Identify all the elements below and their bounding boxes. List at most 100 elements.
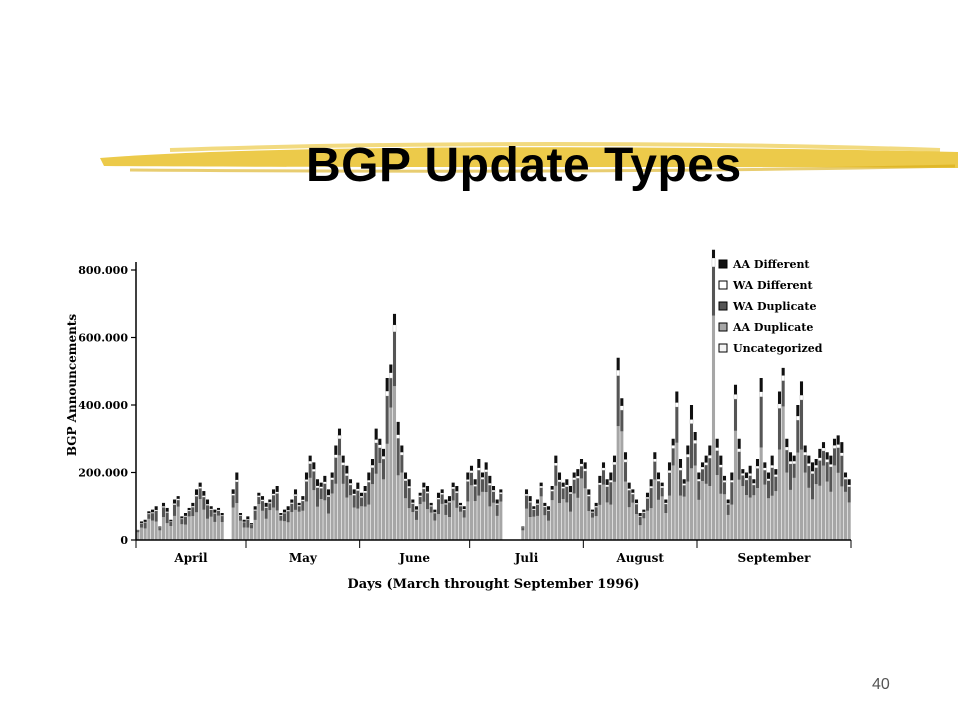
- bar-segment: [532, 508, 536, 510]
- bar-segment: [257, 495, 261, 498]
- bar-segment: [389, 364, 393, 373]
- bar-segment: [161, 502, 166, 507]
- bar-segment: [458, 502, 463, 506]
- bar-segment: [374, 428, 378, 440]
- bar-segment: [634, 504, 639, 515]
- bar-segment: [752, 495, 756, 540]
- bar-segment: [770, 495, 774, 540]
- bar-segment: [583, 471, 587, 489]
- bar-segment: [755, 459, 760, 467]
- bar-segment: [356, 490, 360, 509]
- bar-segment: [693, 432, 697, 441]
- bar-segment: [139, 523, 144, 528]
- bar-segment: [807, 465, 811, 488]
- bar-segment: [620, 410, 624, 432]
- bar-segment: [385, 395, 389, 444]
- bar-segment: [587, 489, 591, 495]
- bar-segment: [436, 492, 441, 498]
- bar-segment: [825, 459, 829, 463]
- bar-segment: [326, 495, 331, 497]
- bar-segment: [187, 516, 191, 540]
- bar-segment: [583, 462, 587, 469]
- bar-segment: [605, 479, 609, 485]
- bar-segment: [675, 402, 679, 408]
- bar-segment: [326, 489, 331, 496]
- bar-segment: [583, 488, 587, 540]
- bar-segment: [209, 508, 213, 510]
- legend-label: WA Duplicate: [732, 300, 817, 313]
- bar-segment: [524, 493, 529, 496]
- bar-segment: [352, 507, 356, 540]
- bar-segment: [645, 498, 650, 511]
- bar-segment: [330, 477, 334, 480]
- bar-segment: [414, 506, 419, 510]
- bar-segment: [667, 462, 672, 471]
- bar-segment: [374, 473, 378, 540]
- bar-segment: [686, 481, 690, 540]
- bar-segment: [172, 515, 177, 540]
- bar-segment: [422, 482, 426, 488]
- bar-segment: [733, 394, 738, 400]
- legend-swatch: [718, 259, 728, 269]
- month-label: April: [173, 551, 208, 565]
- bar-segment: [627, 488, 631, 491]
- bar-segment: [590, 511, 595, 513]
- bar-segment: [378, 463, 382, 540]
- bar-segment: [264, 507, 268, 519]
- bar-segment: [330, 493, 334, 540]
- bar-segment: [297, 502, 301, 506]
- bar-segment: [634, 514, 639, 540]
- bar-segment: [741, 473, 745, 476]
- bar-segment: [282, 521, 287, 540]
- bar-segment: [154, 509, 158, 512]
- bar-segment: [213, 512, 217, 514]
- bar-segment: [554, 465, 558, 486]
- bar-segment: [246, 518, 250, 520]
- bar-segment: [235, 479, 239, 483]
- bar-segment: [664, 504, 668, 514]
- bar-segment: [825, 462, 829, 482]
- bar-segment: [576, 475, 580, 479]
- bar-segment: [807, 463, 811, 467]
- bar-segment: [678, 495, 683, 540]
- bar-segment: [363, 490, 367, 493]
- bar-segment: [565, 484, 569, 487]
- bar-segment: [275, 493, 279, 511]
- y-tick-label: 0: [120, 534, 128, 547]
- bar-segment: [671, 448, 675, 466]
- bar-segment: [363, 492, 367, 507]
- bar-segment: [279, 513, 283, 515]
- bar-segment: [495, 499, 499, 504]
- bar-segment: [612, 461, 617, 465]
- bar-segment: [242, 527, 246, 540]
- bar-segment: [348, 485, 353, 496]
- bar-segment: [414, 519, 419, 540]
- bar-segment: [491, 502, 496, 540]
- bar-segment: [356, 488, 360, 491]
- bar-segment: [334, 445, 338, 455]
- bar-segment: [345, 475, 349, 498]
- bar-segment: [462, 506, 466, 510]
- bar-segment: [770, 465, 774, 468]
- bar-segment: [484, 471, 488, 493]
- bar-segment: [249, 523, 254, 525]
- bar-segment: [444, 514, 448, 540]
- bar-segment: [381, 448, 386, 457]
- bar-segment: [744, 472, 749, 479]
- bar-segment: [814, 465, 818, 468]
- bar-segment: [403, 478, 408, 481]
- bar-segment: [737, 451, 741, 480]
- bar-segment: [634, 502, 639, 505]
- bar-segment: [290, 503, 294, 513]
- bar-segment: [590, 512, 595, 518]
- bar-segment: [297, 504, 301, 507]
- bar-segment: [180, 524, 184, 540]
- bar-segment: [792, 460, 796, 464]
- bar-segment: [605, 486, 609, 503]
- bar-segment: [693, 465, 697, 540]
- bar-segment: [678, 459, 683, 468]
- bar-segment: [781, 380, 785, 407]
- bar-segment: [257, 497, 261, 505]
- bar-segment: [242, 519, 246, 522]
- bar-segment: [543, 515, 547, 540]
